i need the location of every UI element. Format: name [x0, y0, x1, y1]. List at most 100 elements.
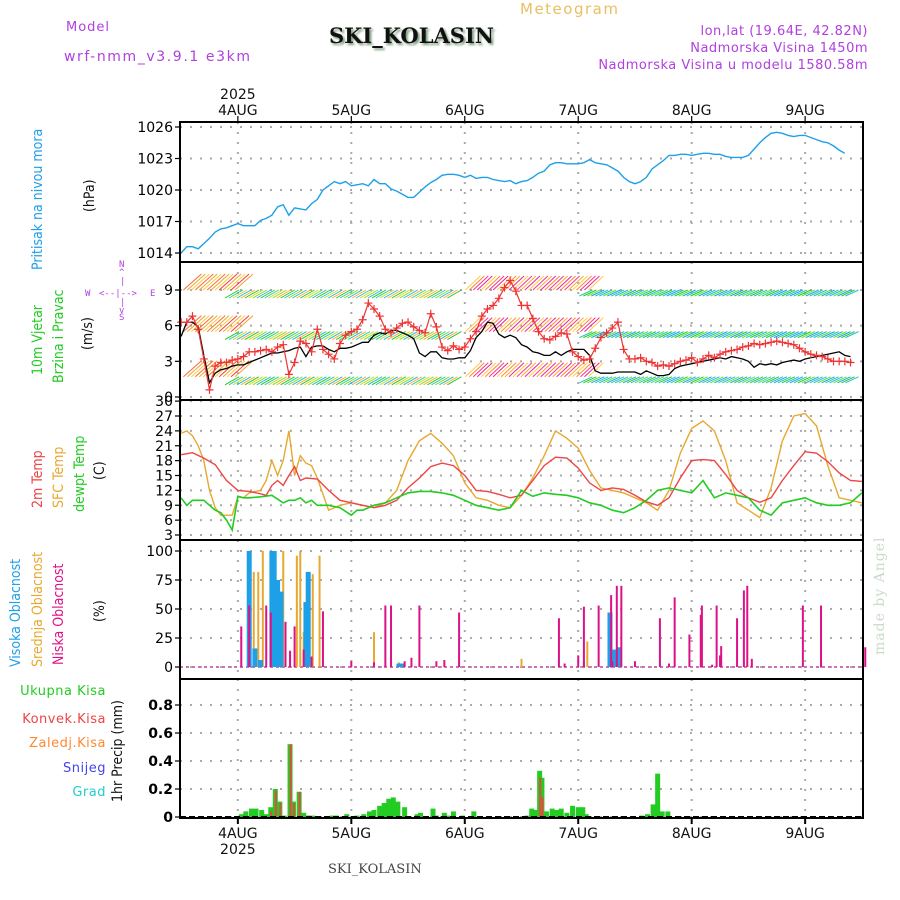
wind-arrow [730, 376, 744, 384]
wind-arrow [387, 376, 403, 386]
wind-arrow [646, 289, 661, 297]
cloud-bar-low [615, 585, 618, 667]
wind-arrow [484, 362, 501, 378]
wind-arrow [228, 289, 244, 299]
wind-arrow [355, 376, 371, 386]
wind-arrow [634, 289, 649, 297]
y-tick-label: 1017 [137, 215, 173, 231]
wind-arrow [682, 331, 696, 339]
wind-gust-marker [579, 356, 588, 365]
wind-gust-marker [256, 346, 265, 355]
cloud-bar-low [577, 655, 580, 667]
wind-arrow [218, 273, 238, 291]
wind-arrow [773, 376, 788, 384]
wind-gust-marker [466, 334, 475, 343]
wind-arrow [821, 376, 835, 384]
precip-bar-total [532, 810, 538, 817]
wind-arrow [248, 331, 264, 341]
compass-horizontal-line: <--|--> [99, 289, 137, 299]
wind-arrow [296, 331, 311, 341]
wind-arrow [761, 331, 776, 339]
wind-gust-marker [188, 312, 197, 321]
wind-arrow [658, 331, 673, 339]
cloud-bar-low [435, 661, 438, 667]
wind-arrow [734, 376, 748, 384]
wind-arrow [793, 331, 808, 339]
wind-arrow [272, 376, 287, 386]
wind-arrow [480, 275, 497, 291]
wind-arrow [476, 317, 493, 332]
wind-arrow [718, 289, 732, 297]
wind-arrow [226, 273, 246, 291]
precip-bar-total [259, 810, 265, 817]
cloud-bar-low [620, 585, 623, 667]
wind-arrow [383, 289, 399, 299]
y-tick-label: 30 [155, 394, 173, 410]
x-tick-label-top: 9AUG [785, 103, 825, 119]
wind-arrow [383, 376, 399, 386]
wind-gust-marker [421, 328, 430, 337]
wind-gust-marker [630, 354, 639, 363]
wind-arrow [606, 376, 621, 384]
wind-arrow [682, 289, 696, 297]
wind-arrow [548, 275, 565, 291]
wind-arrow [371, 331, 387, 341]
wind-arrow [439, 376, 454, 386]
x-tick-label-bottom: 5AUG [332, 826, 372, 842]
wind-arrow [572, 317, 588, 332]
wind-arrow [464, 362, 481, 378]
wind-arrow [443, 376, 458, 386]
wind-arrow [734, 289, 748, 297]
wind-gust-marker [710, 353, 719, 362]
wind-arrow [359, 289, 375, 299]
wind-arrow [320, 376, 335, 386]
wind-arrow [646, 331, 661, 339]
wind-arrow [690, 289, 704, 297]
precip-bar-total [310, 815, 316, 817]
wind-arrow [603, 331, 617, 339]
wind-arrow [202, 315, 222, 332]
precip-bar-total [450, 811, 456, 817]
wind-gust-marker [687, 353, 696, 362]
wind-arrow [276, 331, 291, 341]
wind-arrow [435, 289, 450, 299]
wind-arrow [749, 289, 764, 297]
wind-arrow [292, 376, 307, 386]
precip-bar-total [329, 815, 335, 817]
precip-bar-total [253, 808, 259, 817]
wind-arrow [367, 289, 383, 299]
wind-arrow [588, 362, 604, 378]
wind-arrow [232, 331, 248, 341]
wind-arrow [335, 289, 351, 299]
wind-arrow [508, 362, 525, 378]
x-tick-label-bottom: 8AUG [672, 826, 712, 842]
wind-arrow [427, 376, 442, 386]
precip-bar-total [445, 815, 451, 817]
model-elevation: Nadmorska Visina u modelu 1580.58m [598, 58, 868, 73]
wind-arrow [232, 376, 248, 386]
wind-arrow [638, 289, 653, 297]
wind-gust-marker [772, 337, 781, 346]
wind-gust-marker [438, 343, 447, 352]
precip-bar-total [390, 797, 396, 817]
y-tick-label: 0 [164, 660, 173, 676]
wind-arrow [331, 289, 347, 299]
precip-bar-total [529, 808, 535, 817]
cloud-bar-low [557, 618, 560, 667]
wind-arrow [722, 376, 736, 384]
wind-arrow [351, 331, 367, 341]
wind-arrow [224, 376, 240, 386]
wind-arrow [583, 331, 597, 339]
wind-arrow [742, 331, 756, 339]
wind-arrow [606, 331, 621, 339]
wind-arrow [280, 331, 295, 341]
wind-gust-marker [318, 345, 327, 354]
wind-arrow [560, 362, 576, 378]
wind-arrow [198, 360, 218, 378]
wind-arrow [234, 315, 254, 332]
wind-arrow [512, 362, 529, 378]
precip-bar-total [243, 811, 249, 817]
wind-arrow [742, 376, 756, 384]
wind-arrow [642, 289, 657, 297]
wind-arrow [387, 289, 403, 299]
